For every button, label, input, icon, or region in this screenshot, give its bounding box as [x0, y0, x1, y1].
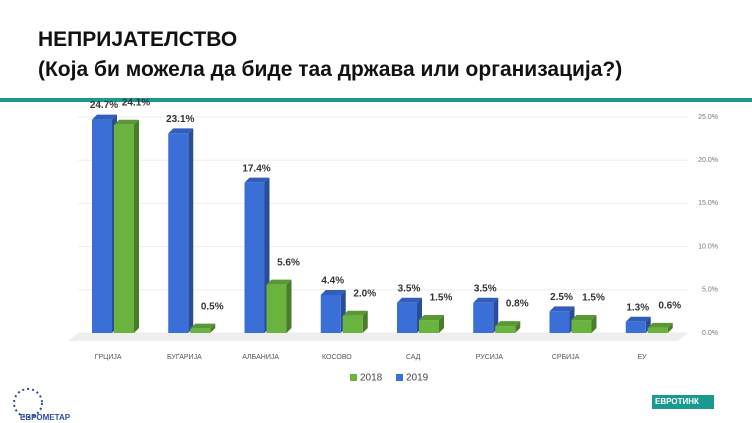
x-tick-label: ЕУ [637, 354, 647, 361]
bar [114, 124, 134, 333]
left-logo: ЕВРОМЕТАР [20, 413, 71, 422]
x-tick-label: БУГАРИЈА [167, 354, 202, 361]
bar [549, 311, 570, 333]
bar-top [419, 315, 444, 321]
logo-mark [13, 388, 43, 418]
legend-swatch [350, 374, 357, 381]
bar-top [473, 297, 499, 303]
y-tick-label: 20.0% [698, 157, 718, 164]
y-tick-label: 15.0% [698, 200, 718, 207]
bar-side [362, 310, 368, 333]
bar-top [114, 119, 139, 125]
value-label: 0.8% [506, 299, 529, 310]
value-label: 23.1% [166, 114, 194, 125]
x-tick-label: САД [406, 354, 421, 361]
bar-top [168, 128, 194, 134]
bar-top [244, 177, 270, 183]
x-tick-label: РУСИЈА [476, 354, 504, 361]
bar [266, 284, 287, 333]
bar-side [493, 297, 499, 333]
x-tick-label: КОСОВО [322, 354, 352, 361]
bar [244, 182, 265, 333]
bar-top [549, 306, 575, 312]
bar-top [571, 315, 597, 321]
bar-top [647, 322, 673, 328]
bar [419, 320, 439, 333]
bar [473, 302, 494, 333]
bar [342, 315, 363, 333]
value-label: 3.5% [474, 283, 497, 294]
value-label: 3.5% [398, 283, 421, 294]
value-label: 0.6% [658, 300, 681, 311]
value-label: 5.6% [277, 257, 300, 268]
bar [168, 133, 189, 333]
divider [0, 98, 752, 102]
value-label: 2.5% [550, 292, 573, 303]
bar [647, 327, 668, 333]
y-tick-label: 0.0% [702, 330, 718, 337]
bar-side [439, 315, 444, 333]
bar-side [591, 315, 597, 333]
bar-side [134, 119, 139, 333]
value-label: 0.5% [201, 301, 224, 312]
x-tick-label: СРБИЈА [552, 354, 580, 361]
bar [320, 294, 341, 333]
bar-top [495, 321, 521, 327]
chart-title: НЕПРИЈАТЕЛСТВО [38, 28, 237, 51]
bar [92, 119, 112, 333]
bar-side [286, 279, 292, 333]
value-label: 4.4% [321, 276, 344, 287]
x-tick-label: АЛБАНИЈА [242, 354, 279, 361]
value-label: 1.3% [626, 302, 649, 313]
bar-top [320, 289, 346, 295]
legend-swatch [396, 374, 403, 381]
bar-top [92, 114, 117, 120]
bar [625, 321, 646, 333]
bar-top [397, 297, 422, 303]
floor [68, 333, 688, 341]
value-label: 1.5% [582, 293, 605, 304]
legend-label: 2019 [406, 373, 429, 384]
y-tick-label: 25.0% [698, 114, 718, 121]
bar [397, 302, 417, 333]
legend-label: 2018 [360, 373, 383, 384]
bar-top [625, 316, 651, 322]
right-logo: ЕВРОТИНК [655, 397, 699, 406]
bar [190, 328, 211, 333]
x-tick-label: ГРЦИЈА [95, 354, 122, 361]
value-label: 1.5% [430, 293, 453, 304]
bar-side [188, 128, 194, 333]
logo-box [652, 395, 714, 409]
y-tick-label: 10.0% [698, 243, 718, 250]
bar-top [342, 310, 368, 316]
bar-side [667, 322, 673, 333]
bar-top [266, 279, 292, 285]
y-tick-label: 5.0% [702, 287, 718, 294]
chart-subtitle: (Која би можела да биде таа држава или о… [38, 58, 622, 81]
value-label: 24.7% [90, 100, 118, 111]
value-label: 24.1% [122, 97, 150, 108]
bar [571, 320, 592, 333]
bar-top [190, 323, 216, 329]
bar [495, 326, 516, 333]
value-label: 2.0% [353, 288, 376, 299]
bar-side [515, 321, 521, 333]
bar-side [210, 323, 216, 333]
value-label: 17.4% [242, 163, 270, 174]
